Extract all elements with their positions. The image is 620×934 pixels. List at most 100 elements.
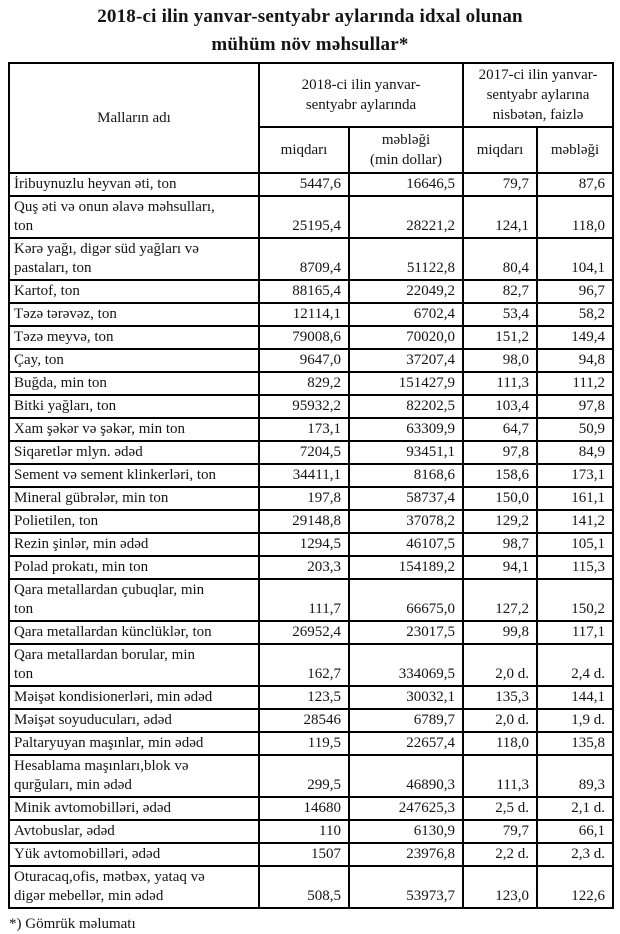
goods-name-cell: Qara metallardan borular, min ton [8,643,260,687]
quantity-index-cell: 97,8 [462,440,539,465]
quantity-index-cell: 79,7 [462,172,539,197]
amount-index-cell: 104,1 [536,237,615,281]
amount-index-cell: 135,8 [536,731,615,756]
table-row: Hesablama maşınları,blok və qurğuları, m… [8,754,615,798]
goods-name-cell: Paltaryuyan maşınlar, min ədəd [8,731,260,756]
amount-index-cell: 173,1 [536,463,615,488]
amount-2018-cell: 16646,5 [347,172,465,197]
table-row: Məişət soyuducuları, ədəd 28546 6789,7 2,0 … [8,708,615,733]
table-row: Bitki yağları, ton 95932,2 82202,5 103,4 97,… [8,394,615,419]
table-body: İribuynuzlu heyvan əti, ton 5447,6 16646,5… [8,172,615,909]
amount-2018-cell: 46107,5 [347,532,465,557]
quantity-index-cell: 129,2 [462,509,539,534]
goods-name-cell: Çay, ton [8,348,260,373]
amount-index-cell: 161,1 [536,486,615,511]
amount-index-cell: 97,8 [536,394,615,419]
table-row: Polad prokatı, min ton 203,3 154189,2 94,1 1… [8,555,615,580]
table-header: Malların adı 2018-ci ilin yanvar- sentya… [8,62,615,174]
imports-table: Malların adı 2018-ci ilin yanvar- sentya… [8,62,615,909]
amount-index-cell: 141,2 [536,509,615,534]
goods-name-cell: Minik avtomobilləri, ədəd [8,796,260,821]
amount-2018-cell: 6789,7 [347,708,465,733]
quantity-2018-cell: 110 [258,819,350,844]
header-group-row: Malların adı 2018-ci ilin yanvar- sentya… [8,62,615,174]
quantity-index-cell: 94,1 [462,555,539,580]
amount-2018-cell: 37078,2 [347,509,465,534]
quantity-2018-cell: 34411,1 [258,463,350,488]
amount-index-cell: 96,7 [536,279,615,304]
quantity-2018-cell: 26952,4 [258,620,350,645]
amount-2018-cell: 37207,4 [347,348,465,373]
amount-index-cell: 105,1 [536,532,615,557]
table-row: İribuynuzlu heyvan əti, ton 5447,6 16646,5… [8,172,615,197]
quantity-2018-cell: 111,7 [258,578,350,622]
quantity-index-cell: 2,2 d. [462,842,539,867]
quantity-index-cell: 64,7 [462,417,539,442]
table-row: Çay, ton 9647,0 37207,4 98,0 94,8 [8,348,615,373]
table-row: Minik avtomobilləri, ədəd 14680 247625,3 2,… [8,796,615,821]
quantity-2018-cell: 14680 [258,796,350,821]
quantity-index-cell: 53,4 [462,302,539,327]
quantity-index-cell: 111,3 [462,371,539,396]
table-row: Polietilen, ton 29148,8 37078,2 129,2 141,2 [8,509,615,534]
quantity-2018-cell: 8709,4 [258,237,350,281]
quantity-index-cell: 2,0 d. [462,643,539,687]
amount-2018-cell: 82202,5 [347,394,465,419]
quantity-2018-cell: 95932,2 [258,394,350,419]
goods-name-cell: Kartof, ton [8,279,260,304]
quantity-2018-cell: 5447,6 [258,172,350,197]
goods-name-cell: Qara metallardan çubuqlar, min ton [8,578,260,622]
footnote: *) Gömrük məlumatı [9,916,136,932]
quantity-2018-cell: 123,5 [258,685,350,710]
quantity-2018-cell: 197,8 [258,486,350,511]
amount-index-cell: 111,2 [536,371,615,396]
quantity-2018-cell: 79008,6 [258,325,350,350]
amount-2018-cell: 66675,0 [347,578,465,622]
page-title: 2018-ci ilin yanvar-sentyabr aylarında i… [97,6,523,55]
quantity-2018-cell: 28546 [258,708,350,733]
amount-index-cell: 58,2 [536,302,615,327]
column-header-amount-index: məbləği [536,126,615,174]
goods-name-cell: Təzə meyvə, ton [8,325,260,350]
goods-name-cell: Quş əti və onun əlavə məhsulları, ton [8,195,260,239]
amount-2018-cell: 70020,0 [347,325,465,350]
amount-index-cell: 1,9 d. [536,708,615,733]
table-row: Paltaryuyan maşınlar, min ədəd 119,5 22657… [8,731,615,756]
amount-2018-cell: 28221,2 [347,195,465,239]
goods-name-cell: Polad prokatı, min ton [8,555,260,580]
amount-2018-cell: 58737,4 [347,486,465,511]
amount-2018-cell: 30032,1 [347,685,465,710]
quantity-index-cell: 151,2 [462,325,539,350]
table-row: Yük avtomobilləri, ədəd 1507 23976,8 2,2 d.… [8,842,615,867]
goods-name-cell: Polietilen, ton [8,509,260,534]
amount-index-cell: 89,3 [536,754,615,798]
table-row: Məişət kondisionerləri, min ədəd 123,5 300… [8,685,615,710]
quantity-2018-cell: 829,2 [258,371,350,396]
amount-index-cell: 2,4 d. [536,643,615,687]
quantity-index-cell: 80,4 [462,237,539,281]
amount-2018-cell: 63309,9 [347,417,465,442]
table-row: Qara metallardan künclüklər, ton 26952,4 2… [8,620,615,645]
table-row: Təzə tərəvəz, ton 12114,1 6702,4 53,4 58,2 [8,302,615,327]
amount-2018-cell: 22049,2 [347,279,465,304]
quantity-2018-cell: 299,5 [258,754,350,798]
quantity-2018-cell: 7204,5 [258,440,350,465]
amount-index-cell: 94,8 [536,348,615,373]
amount-2018-cell: 154189,2 [347,555,465,580]
column-header-2017-group: 2017-ci ilin yanvar- sentyabr aylarına n… [462,62,615,128]
quantity-2018-cell: 88165,4 [258,279,350,304]
goods-name-cell: Mineral gübrələr, min ton [8,486,260,511]
table-row: Təzə meyvə, ton 79008,6 70020,0 151,2 149,4 [8,325,615,350]
goods-name-cell: Bitki yağları, ton [8,394,260,419]
quantity-index-cell: 79,7 [462,819,539,844]
goods-name-cell: Məişət soyuducuları, ədəd [8,708,260,733]
header-sub-row: miqdarı məbləği (min dollar) miqdarı məb… [9,126,615,174]
quantity-2018-cell: 162,7 [258,643,350,687]
quantity-index-cell: 103,4 [462,394,539,419]
amount-2018-cell: 22657,4 [347,731,465,756]
table-row: Quş əti və onun əlavə məhsulları, ton 251… [8,195,615,239]
amount-index-cell: 2,3 d. [536,842,615,867]
table-row: Siqaretlər mlyn. ədəd 7204,5 93451,1 97,8 84… [8,440,615,465]
amount-2018-cell: 334069,5 [347,643,465,687]
table-row: Sement və sement klinkerləri, ton 34411,1… [8,463,615,488]
